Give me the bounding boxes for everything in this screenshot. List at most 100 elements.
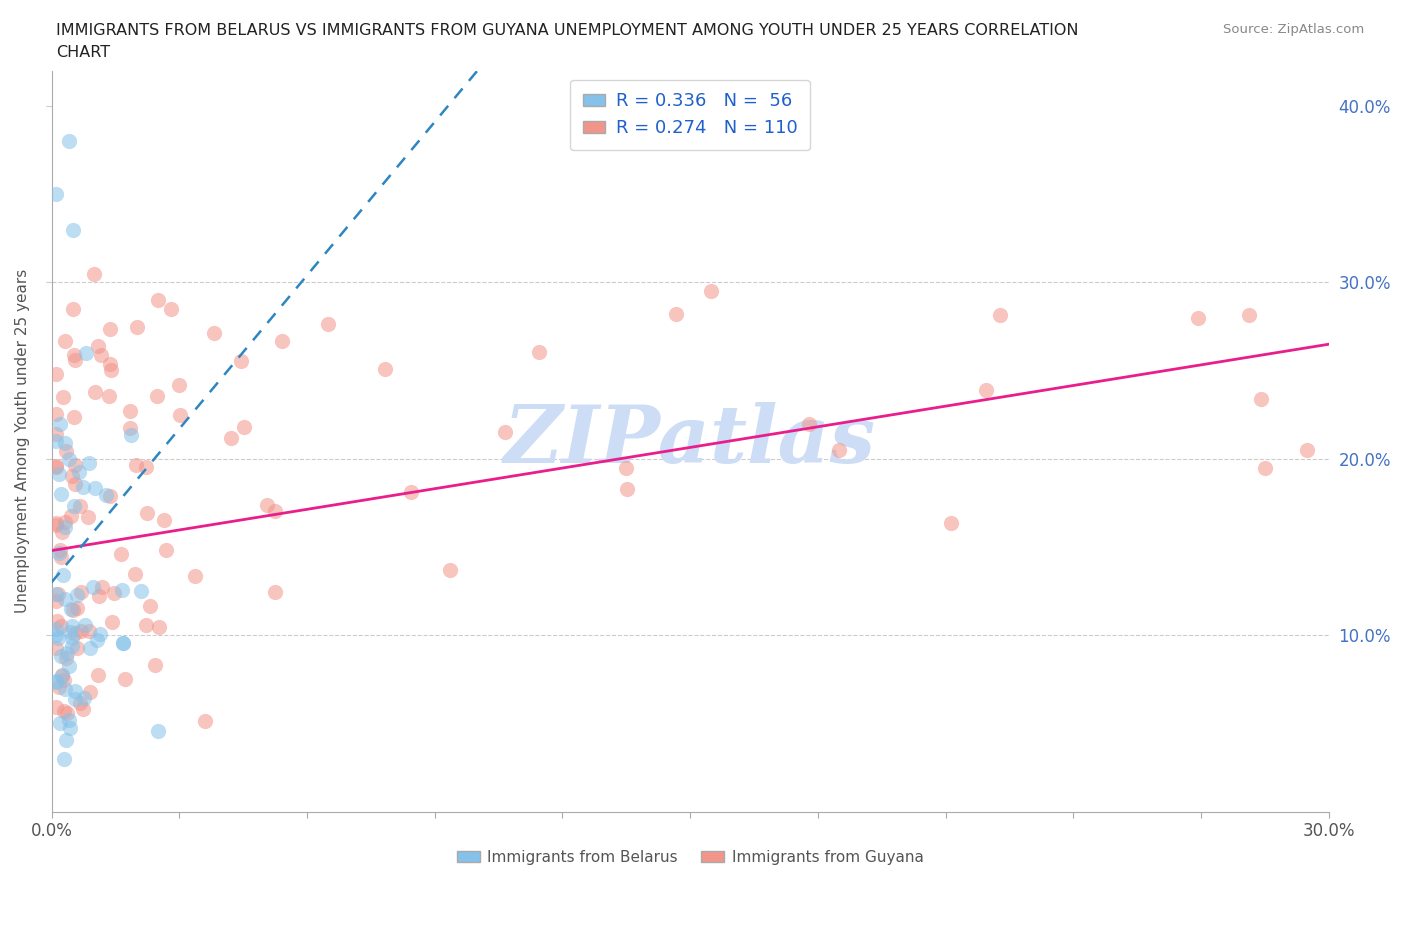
Point xyxy=(48,680,70,695)
Point xyxy=(148,619,170,634)
Point xyxy=(60,619,83,634)
Point xyxy=(939,516,962,531)
Point xyxy=(89,627,111,642)
Point xyxy=(1187,311,1209,325)
Point xyxy=(146,724,169,738)
Point xyxy=(45,673,67,688)
Point xyxy=(60,631,83,645)
Point xyxy=(62,348,84,363)
Point xyxy=(318,316,340,331)
Point xyxy=(72,480,94,495)
Point xyxy=(94,487,117,502)
Point xyxy=(52,390,75,405)
Point xyxy=(63,458,86,472)
Point xyxy=(62,222,84,237)
Legend: Immigrants from Belarus, Immigrants from Guyana: Immigrants from Belarus, Immigrants from… xyxy=(451,844,929,870)
Point xyxy=(439,563,461,578)
Point xyxy=(98,356,121,371)
Point xyxy=(264,504,287,519)
Point xyxy=(184,568,207,583)
Y-axis label: Unemployment Among Youth under 25 years: Unemployment Among Youth under 25 years xyxy=(15,269,30,614)
Point xyxy=(153,512,176,527)
Point xyxy=(124,458,146,472)
Point xyxy=(146,293,169,308)
Point xyxy=(135,459,157,474)
Point xyxy=(1254,460,1277,475)
Point xyxy=(66,601,89,616)
Point xyxy=(56,645,79,660)
Point xyxy=(49,543,72,558)
Point xyxy=(59,509,82,524)
Point xyxy=(51,668,73,683)
Point xyxy=(256,498,278,512)
Point xyxy=(59,721,82,736)
Point xyxy=(799,417,821,432)
Point xyxy=(58,452,80,467)
Point xyxy=(527,345,550,360)
Point xyxy=(45,587,67,602)
Point xyxy=(988,308,1011,323)
Point xyxy=(202,326,225,340)
Point xyxy=(73,690,96,705)
Point xyxy=(1237,308,1260,323)
Point xyxy=(100,363,122,378)
Point xyxy=(48,467,70,482)
Point xyxy=(374,362,396,377)
Point xyxy=(55,651,77,666)
Point xyxy=(55,444,77,458)
Point xyxy=(53,435,76,450)
Point xyxy=(62,301,84,316)
Point xyxy=(46,587,69,602)
Point xyxy=(49,486,72,501)
Point xyxy=(665,307,688,322)
Point xyxy=(84,384,107,399)
Point xyxy=(86,339,108,353)
Point xyxy=(53,703,76,718)
Point xyxy=(111,582,134,597)
Point xyxy=(45,516,67,531)
Point xyxy=(1250,392,1272,406)
Point xyxy=(75,346,97,361)
Point xyxy=(167,378,190,392)
Point xyxy=(83,266,105,281)
Point xyxy=(45,459,67,474)
Point xyxy=(77,624,100,639)
Point xyxy=(52,568,75,583)
Point xyxy=(114,671,136,686)
Point xyxy=(97,388,120,403)
Point xyxy=(45,407,67,422)
Point xyxy=(98,322,121,337)
Point xyxy=(53,591,76,606)
Point xyxy=(45,699,67,714)
Point xyxy=(49,649,72,664)
Point xyxy=(55,514,77,529)
Point xyxy=(616,482,638,497)
Point xyxy=(72,701,94,716)
Point xyxy=(51,525,73,539)
Point xyxy=(1296,443,1319,458)
Point xyxy=(45,641,67,656)
Point xyxy=(129,584,152,599)
Point xyxy=(112,635,135,650)
Point xyxy=(159,301,181,316)
Point xyxy=(48,631,70,645)
Point xyxy=(120,404,142,418)
Point xyxy=(828,443,851,458)
Point xyxy=(75,618,97,632)
Point xyxy=(82,579,104,594)
Point xyxy=(66,588,89,603)
Point xyxy=(399,485,422,499)
Point xyxy=(53,519,76,534)
Point xyxy=(60,469,83,484)
Point xyxy=(62,409,84,424)
Point xyxy=(51,669,73,684)
Point xyxy=(700,284,723,299)
Point xyxy=(45,674,67,689)
Point xyxy=(101,615,124,630)
Point xyxy=(58,134,80,149)
Point xyxy=(79,684,101,699)
Point xyxy=(51,618,73,633)
Point xyxy=(62,603,84,618)
Point xyxy=(49,716,72,731)
Point xyxy=(46,614,69,629)
